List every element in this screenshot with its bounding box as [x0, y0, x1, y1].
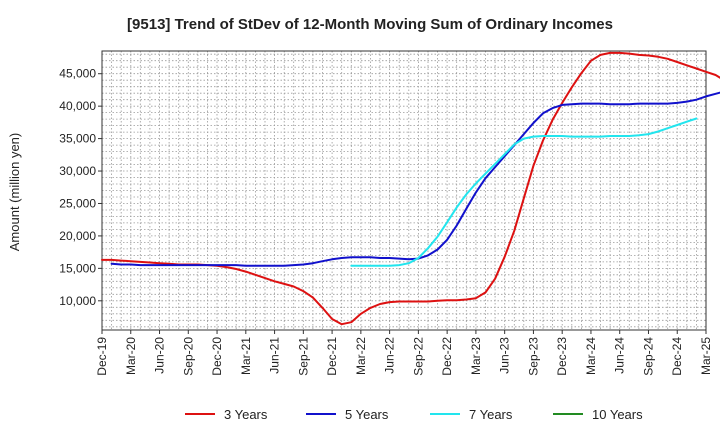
- y-tick-label: 35,000: [59, 132, 96, 146]
- chart-title: [9513] Trend of StDev of 12-Month Moving…: [127, 16, 613, 33]
- x-tick-label: Dec-23: [555, 337, 569, 376]
- x-tick-label: Mar-23: [469, 337, 483, 375]
- series-line-5-years: [110, 91, 720, 267]
- legend-label-7-years: 7 Years: [469, 407, 513, 422]
- x-tick-label: Jun-22: [383, 337, 397, 374]
- x-tick-label: Dec-21: [325, 337, 339, 376]
- x-tick-label: Sep-20: [181, 337, 195, 376]
- legend: 3 Years 5 Years 7 Years 10 Years: [185, 407, 643, 422]
- x-tick-label: Mar-20: [124, 337, 138, 375]
- legend-label-3-years: 3 Years: [224, 407, 268, 422]
- y-tick-label: 15,000: [59, 261, 96, 275]
- y-tick-label: 10,000: [59, 294, 96, 308]
- x-tick-label: Mar-25: [699, 337, 713, 375]
- y-tick-label: 30,000: [59, 164, 96, 178]
- x-axis: Dec-19 Mar-20 Jun-20 Sep-20 Dec-20 Mar-21 Jun-…: [95, 330, 713, 376]
- series-lines: [101, 51, 720, 326]
- x-tick-label: Dec-24: [670, 337, 684, 376]
- x-tick-label: Sep-24: [641, 337, 655, 376]
- x-tick-label: Dec-22: [440, 337, 454, 376]
- y-tick-label: 20,000: [59, 229, 96, 243]
- x-tick-label: Sep-22: [411, 337, 425, 376]
- x-tick-label: Mar-24: [584, 337, 598, 375]
- x-tick-label: Dec-19: [95, 337, 109, 376]
- y-axis: 10,000 15,000 20,000 25,000 30,000 35,000 40,0…: [59, 67, 102, 308]
- x-tick-label: Jun-20: [153, 337, 167, 374]
- legend-label-5-years: 5 Years: [345, 407, 389, 422]
- y-tick-label: 40,000: [59, 99, 96, 113]
- y-tick-label: 25,000: [59, 196, 96, 210]
- x-tick-label: Dec-20: [210, 337, 224, 376]
- x-tick-label: Mar-21: [239, 337, 253, 375]
- plot-area-border: [101, 50, 707, 331]
- series-line-7-years: [350, 117, 698, 267]
- x-tick-label: Jun-23: [498, 337, 512, 374]
- y-tick-label: 45,000: [59, 67, 96, 81]
- x-tick-label: Jun-21: [268, 337, 282, 374]
- grid: [102, 51, 706, 330]
- y-axis-label: Amount (million yen): [7, 133, 22, 252]
- legend-label-10-years: 10 Years: [592, 407, 643, 422]
- x-tick-label: Mar-22: [354, 337, 368, 375]
- x-tick-label: Sep-21: [296, 337, 310, 376]
- x-tick-label: Sep-23: [526, 337, 540, 376]
- x-tick-label: Jun-24: [613, 337, 627, 374]
